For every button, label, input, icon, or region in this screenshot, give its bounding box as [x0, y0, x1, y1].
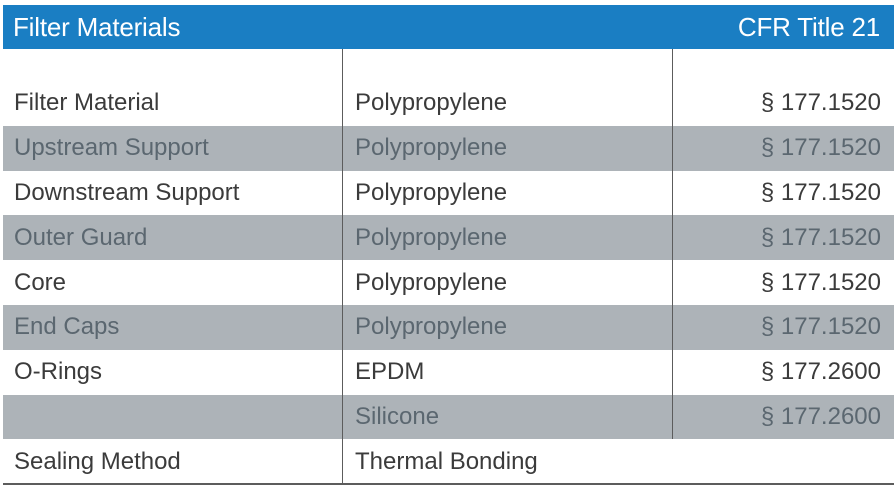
component-cell: Outer Guard [14, 223, 148, 251]
cfr-cell: § 177.1520 [672, 304, 894, 350]
material-cell: Silicone [342, 394, 672, 440]
table-row: Outer Guard Polypropylene § 177.1520 [3, 215, 894, 261]
component-cell: Core [14, 268, 67, 296]
material-cell: Polypropylene [342, 81, 672, 126]
cfr-title-label: CFR Title 21 [737, 11, 880, 42]
material-cell: Polypropylene [342, 304, 672, 350]
component-cell: O-Rings [14, 358, 103, 386]
cfr-cell: § 177.1520 [672, 260, 894, 305]
table-row: End Caps Polypropylene § 177.1520 [3, 304, 894, 350]
table-title: Filter Materials [13, 11, 181, 42]
table-row: Sealing Method Thermal Bonding [3, 439, 894, 485]
component-cell [3, 395, 342, 440]
table-header: Filter Materials CFR Title 21 [3, 5, 894, 49]
cfr-cell: § 177.2600 [672, 394, 894, 440]
component-cell: Sealing Method [14, 447, 181, 475]
cfr-cell: § 177.1520 [672, 125, 894, 171]
component-cell: End Caps [14, 313, 120, 341]
material-cell: Polypropylene [342, 170, 672, 216]
material-cell: Polypropylene [342, 215, 672, 261]
materials-table: Filter Material Polypropylene § 177.1520… [3, 49, 894, 485]
material-cell: Polypropylene [342, 125, 672, 171]
table-spacer-row [3, 49, 894, 81]
table-row: Downstream Support Polypropylene § 177.1… [3, 170, 894, 216]
component-cell: Downstream Support [14, 178, 240, 206]
table-row: Upstream Support Polypropylene § 177.152… [3, 125, 894, 171]
cfr-cell: § 177.1520 [672, 170, 894, 216]
table-row: O-Rings EPDM § 177.2600 [3, 349, 894, 395]
table-row: Core Polypropylene § 177.1520 [3, 260, 894, 305]
table-bottom-border [3, 483, 894, 485]
material-cell: Thermal Bonding [342, 439, 894, 485]
table-row: Filter Material Polypropylene § 177.1520 [3, 81, 894, 126]
component-cell: Filter Material [14, 89, 160, 117]
cfr-cell: § 177.2600 [672, 349, 894, 395]
cfr-cell: § 177.1520 [672, 81, 894, 126]
component-cell: Upstream Support [14, 134, 209, 162]
cfr-cell: § 177.1520 [672, 215, 894, 261]
material-cell: Polypropylene [342, 260, 672, 305]
table-row: Silicone § 177.2600 [3, 394, 894, 440]
material-cell: EPDM [342, 349, 672, 395]
